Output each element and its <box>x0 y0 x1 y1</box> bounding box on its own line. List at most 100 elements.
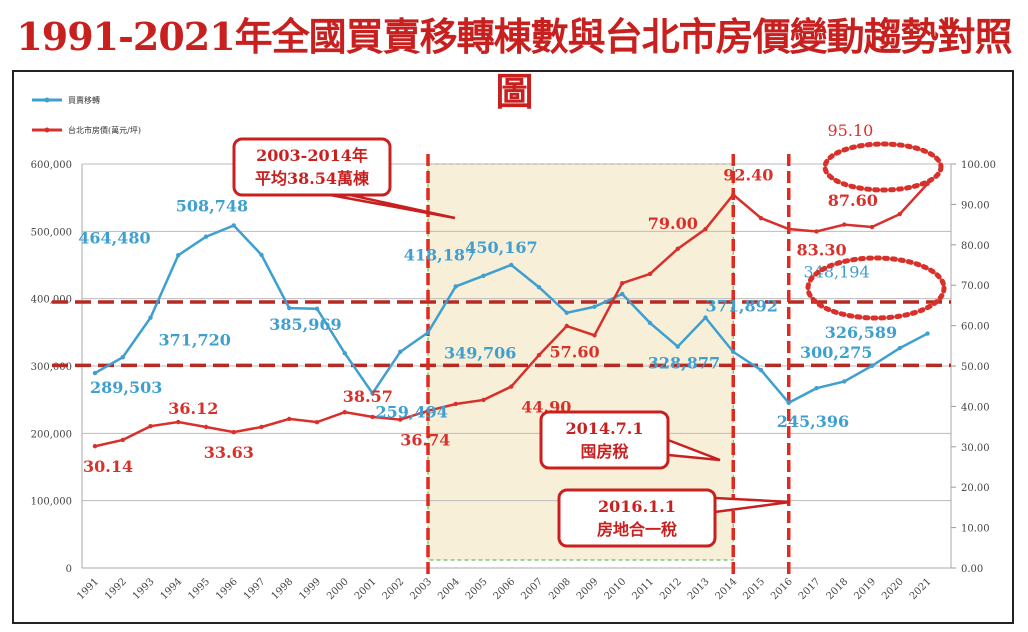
x-tick-label: 2015 <box>741 576 767 602</box>
data-label: 289,503 <box>90 378 162 397</box>
price-point <box>647 271 653 277</box>
transactions-point <box>176 253 181 258</box>
transactions-point <box>703 315 708 320</box>
x-tick-label: 2012 <box>658 576 684 602</box>
legend-marker <box>44 97 50 103</box>
x-tick-label: 1992 <box>103 576 129 602</box>
data-label: 326,589 <box>825 323 897 342</box>
x-tick-label: 2009 <box>575 576 601 602</box>
transactions-point <box>425 330 431 335</box>
transactions-point <box>564 310 569 316</box>
x-tick-label: 2005 <box>464 576 490 602</box>
price-point <box>731 192 736 197</box>
callout-text: 2003-2014年 <box>256 146 368 165</box>
transactions-point <box>592 304 597 309</box>
callout-text: 囤房稅 <box>580 442 628 461</box>
transactions-point <box>786 400 791 405</box>
callout-box <box>232 137 392 197</box>
callout-pointer <box>713 496 791 514</box>
x-tick-label: 2013 <box>686 576 712 602</box>
data-label: 450,167 <box>465 238 537 257</box>
transactions-point <box>647 320 653 326</box>
transactions-point <box>259 252 264 258</box>
data-label: 83.30 <box>797 240 847 259</box>
price-point <box>314 419 320 425</box>
annotation-callout: 2014.7.1 囤房稅 <box>539 410 721 470</box>
transactions-point <box>925 331 930 336</box>
data-label: 349,706 <box>444 344 516 363</box>
chart-title: 1991-2021年全國買賣移轉棟數與台北市房價變動趨勢對照圖 <box>16 14 1012 114</box>
price-point <box>758 215 764 221</box>
price-point <box>842 222 847 227</box>
x-tick-label: 2007 <box>519 576 545 602</box>
data-label: 348,194 <box>804 263 870 282</box>
data-label: 464,480 <box>78 228 150 247</box>
data-label: 300,275 <box>800 343 872 362</box>
y-left-tick-label: 400,000 <box>31 295 72 306</box>
x-tick-label: 1995 <box>186 576 212 602</box>
callout-text: 2014.7.1 <box>566 419 644 438</box>
y-right-tick-label: 30.00 <box>961 443 990 454</box>
data-label: 87.60 <box>828 191 878 210</box>
price-point <box>92 444 98 449</box>
chart-frame <box>12 70 1014 624</box>
price-point <box>564 323 569 329</box>
x-tick-label: 2019 <box>852 576 878 602</box>
data-label: 79.00 <box>648 214 698 233</box>
y-left-tick-label: 0 <box>66 564 72 575</box>
annotation-callout: 2016.1.1 房地合一稅 <box>557 488 791 548</box>
y-right-tick-label: 10.00 <box>961 524 990 535</box>
transactions-point <box>203 234 209 239</box>
data-label: 371,892 <box>706 297 778 316</box>
x-tick-label: 2010 <box>603 576 629 602</box>
price-point <box>897 211 902 217</box>
price-point <box>370 414 375 420</box>
y-right-tick-label: 40.00 <box>961 402 990 413</box>
y-left-tick-label: 600,000 <box>31 160 72 171</box>
price-point <box>786 226 791 232</box>
transactions-point <box>842 379 847 384</box>
data-label: 36.74 <box>400 431 450 450</box>
callout-text: 平均38.54萬棟 <box>255 169 370 188</box>
highlight-ellipse-transactions <box>805 255 947 321</box>
x-tick-label: 1999 <box>297 576 323 602</box>
y-right-tick-label: 90.00 <box>961 200 990 211</box>
price-point <box>120 437 125 443</box>
x-tick-label: 1991 <box>75 576 101 602</box>
y-right-tick-label: 100.00 <box>961 160 996 171</box>
price-point <box>869 224 875 230</box>
data-label: 385,969 <box>269 315 341 334</box>
y-left-tick-label: 300,000 <box>31 362 72 373</box>
x-tick-label: 1997 <box>242 576 268 602</box>
price-point <box>536 352 542 358</box>
legend-label: 台北市房價(萬元/坪) <box>68 125 141 135</box>
price-point <box>176 419 181 425</box>
price-point <box>148 423 153 429</box>
price-point <box>231 429 236 435</box>
legend-marker <box>44 127 50 133</box>
x-tick-label: 1993 <box>131 576 157 602</box>
transactions-point <box>675 344 680 349</box>
x-tick-label: 2018 <box>825 576 851 602</box>
x-tick-label: 2001 <box>353 576 379 602</box>
x-tick-label: 2004 <box>436 576 462 602</box>
data-label: 38.57 <box>343 387 393 406</box>
transactions-point <box>342 351 347 356</box>
callout-text: 房地合一稅 <box>597 520 677 539</box>
transactions-point <box>814 386 819 391</box>
transactions-point <box>92 370 98 376</box>
transactions-point <box>398 349 403 355</box>
x-tick-label: 2021 <box>908 576 934 602</box>
transactions-point <box>509 262 514 268</box>
x-tick-label: 2000 <box>325 576 351 602</box>
callout-text: 2016.1.1 <box>598 497 676 516</box>
y-left-tick-label: 100,000 <box>31 497 72 508</box>
x-tick-label: 2016 <box>769 576 795 602</box>
x-tick-label: 1994 <box>159 576 185 602</box>
price-point <box>481 397 486 403</box>
price-point <box>259 424 264 430</box>
price-point <box>509 384 514 389</box>
x-tick-label: 2002 <box>381 576 407 602</box>
x-tick-label: 2020 <box>880 576 906 602</box>
